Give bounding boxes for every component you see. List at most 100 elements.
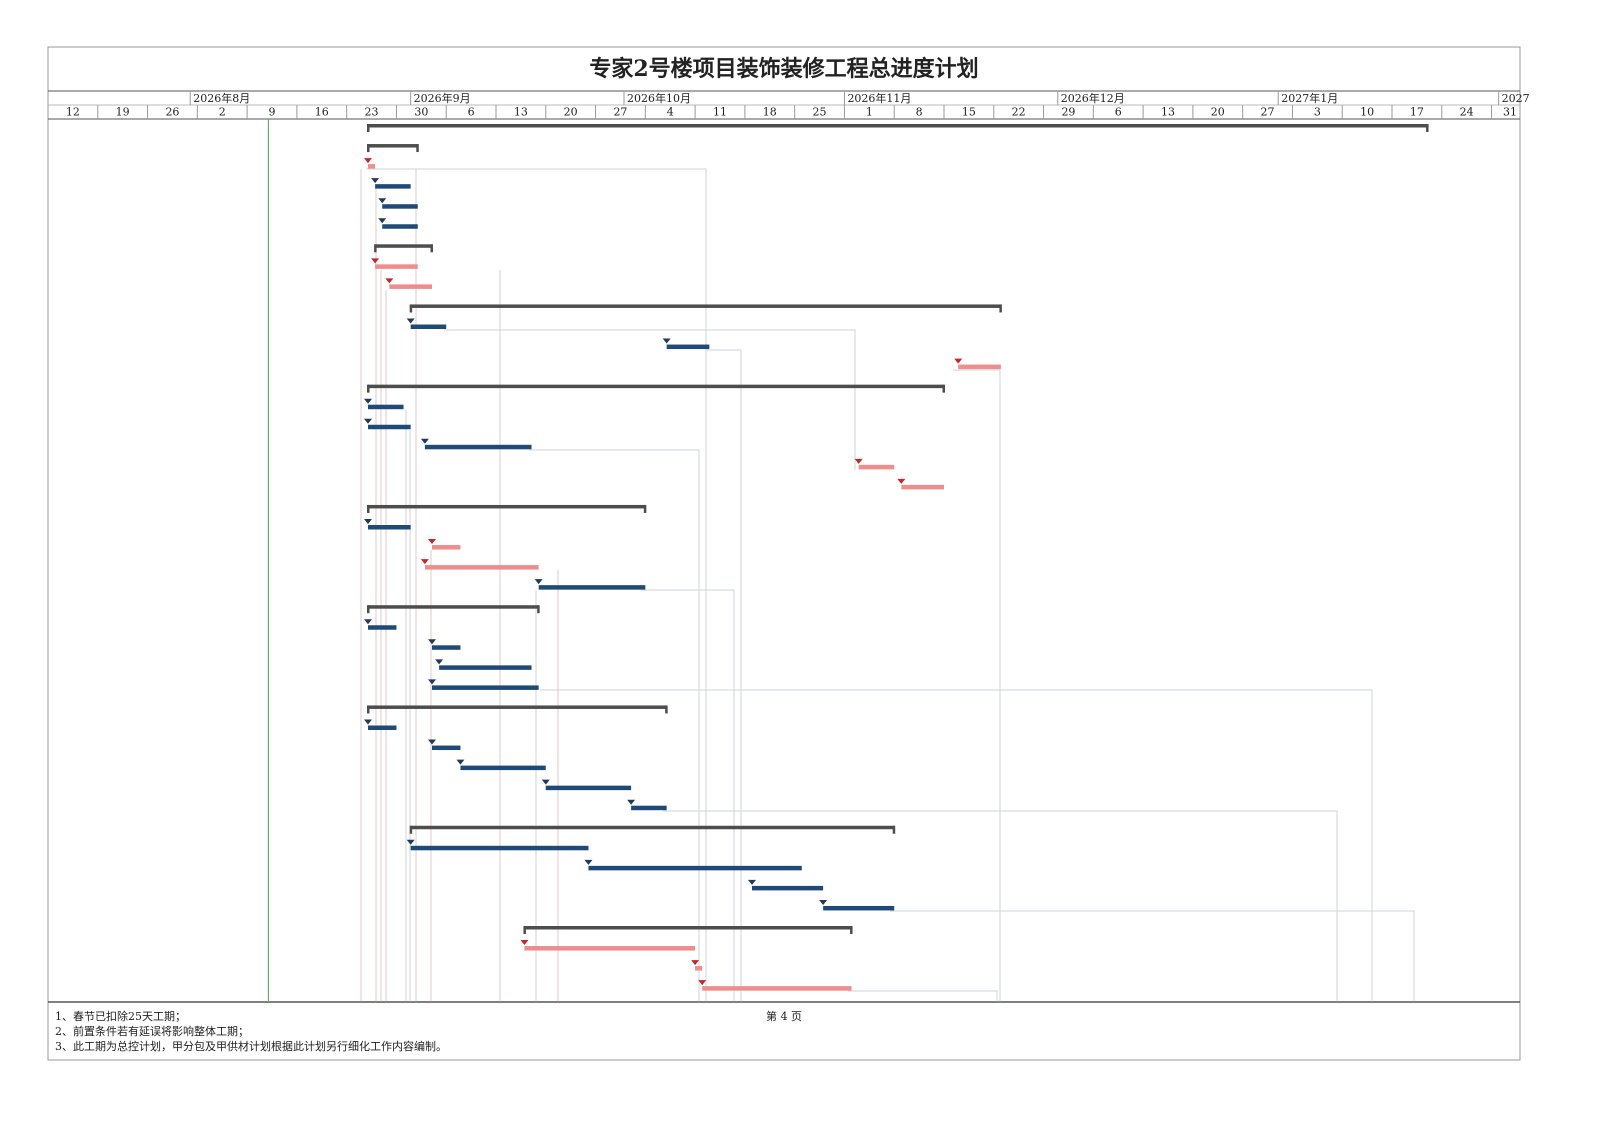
normal-task-bar — [432, 645, 461, 650]
normal-task-bar — [432, 745, 461, 751]
critical-task-bar — [524, 946, 696, 951]
link-arrow — [435, 659, 444, 665]
month-label: 2026年9月 — [414, 91, 471, 105]
week-label: 31 — [1503, 106, 1517, 119]
week-label: 11 — [713, 106, 727, 119]
link-line — [360, 169, 559, 1002]
week-label: 1 — [866, 106, 873, 119]
page-number: 第 4 页 — [766, 1009, 802, 1023]
month-label: 2026年11月 — [847, 91, 911, 105]
week-label: 16 — [315, 106, 329, 119]
link-arrow — [406, 839, 415, 845]
summary-end — [1426, 124, 1429, 132]
month-label: 2027年1月 — [1281, 91, 1338, 105]
week-label: 13 — [1161, 106, 1175, 119]
link-arrow — [428, 739, 436, 745]
week-label: 2 — [219, 106, 226, 119]
week-label: 27 — [613, 106, 627, 119]
month-label: 2026年12月 — [1061, 91, 1125, 105]
link-arrow — [428, 539, 436, 545]
summary-end — [416, 144, 419, 153]
link-arrow — [854, 458, 863, 464]
summary-end — [430, 244, 433, 253]
summary-end — [367, 124, 370, 132]
normal-task-bar — [460, 765, 546, 771]
link-arrow — [584, 859, 593, 865]
summary-bar — [410, 825, 895, 830]
link-arrow — [748, 879, 756, 885]
chart-title: 专家2号楼项目装饰装修工程总进度计划 — [589, 56, 978, 82]
normal-task-bar — [752, 885, 824, 891]
critical-task-bar — [368, 164, 376, 169]
critical-task-bar — [424, 565, 539, 570]
normal-task-bar — [382, 204, 418, 209]
week-label: 24 — [1460, 106, 1474, 119]
link-arrow — [371, 178, 380, 184]
week-label: 6 — [1115, 106, 1122, 119]
dependency-links — [360, 168, 1415, 1002]
footnote: 3、此工期为总控计划，甲分包及甲供材计划根据此计划另行细化工作内容编制。 — [55, 1039, 447, 1053]
critical-task-bar — [389, 284, 432, 289]
month-label: 2026年10月 — [627, 91, 691, 105]
summary-end — [665, 705, 668, 714]
link-arrow — [364, 158, 372, 164]
link-arrow — [378, 218, 387, 224]
link-arrow — [520, 940, 529, 946]
summary-bar — [524, 926, 852, 930]
link-arrow — [691, 960, 700, 966]
critical-task-bar — [958, 364, 1001, 370]
link-arrow — [364, 619, 372, 625]
summary-end — [367, 144, 370, 153]
critical-task-bar — [901, 484, 944, 490]
link-arrow — [428, 639, 436, 645]
summary-bar — [375, 244, 432, 248]
summary-end — [892, 825, 896, 834]
week-label: 9 — [269, 106, 276, 119]
critical-task-bar — [702, 986, 852, 991]
normal-task-bar — [368, 525, 411, 530]
link-arrow — [364, 398, 372, 404]
critical-task-bar — [695, 966, 703, 971]
normal-task-bar — [538, 585, 646, 590]
month-label: 2026年8月 — [193, 91, 250, 105]
week-label: 18 — [763, 106, 777, 119]
link-arrow — [364, 418, 372, 424]
link-arrow — [364, 519, 372, 524]
normal-task-bar — [368, 404, 404, 410]
week-label: 3 — [1314, 106, 1321, 119]
week-label: 25 — [813, 106, 827, 119]
summary-end — [367, 384, 370, 393]
week-label: 10 — [1360, 106, 1374, 119]
summary-end — [409, 825, 413, 834]
week-label: 30 — [414, 106, 428, 119]
week-label: 4 — [667, 106, 674, 119]
week-label: 23 — [365, 106, 379, 119]
link-arrow — [364, 719, 372, 725]
link-arrow — [897, 478, 906, 484]
week-label: 20 — [564, 106, 578, 119]
week-label: 19 — [116, 106, 130, 119]
normal-task-bar — [631, 805, 667, 811]
link-arrow — [662, 338, 671, 344]
link-arrow — [541, 779, 550, 785]
link-arrow — [534, 579, 543, 585]
week-label: 13 — [514, 106, 528, 119]
link-arrow — [954, 358, 963, 364]
summary-end — [367, 504, 370, 513]
summary-end — [537, 605, 540, 614]
summary-end — [942, 384, 945, 393]
normal-task-bar — [410, 324, 447, 329]
critical-task-bar — [375, 264, 418, 269]
footnote: 1、春节已扣除25天工期； — [55, 1009, 186, 1023]
link-arrow — [378, 198, 387, 204]
link-arrow — [698, 980, 707, 986]
month-label: 2027 — [1502, 92, 1530, 105]
link-arrow — [420, 559, 429, 565]
summary-end — [850, 926, 853, 934]
normal-task-bar — [432, 685, 539, 690]
link-arrow — [428, 679, 436, 685]
normal-task-bar — [439, 665, 532, 670]
summary-bar — [368, 144, 418, 148]
summary-end — [999, 304, 1002, 313]
